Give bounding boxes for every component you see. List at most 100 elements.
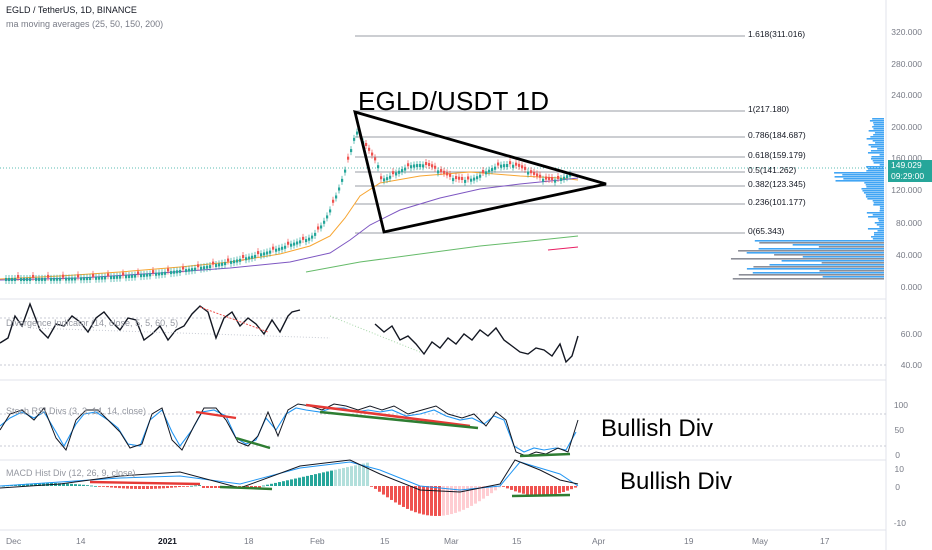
candle-body [314,233,316,236]
ma-legend[interactable]: ma moving averages (25, 50, 150, 200) [6,19,163,29]
macd-hist-bar [82,485,85,486]
volume-profile-bar [868,168,884,170]
macd-hist-bar [350,466,353,486]
volume-profile-bar [875,222,884,224]
candle-body [386,177,388,180]
candle-body [527,172,529,175]
candle-body [263,252,265,255]
macd-hist-bar [394,486,397,502]
candle-body [227,259,229,262]
volume-profile-bar [861,188,884,190]
candle-body [443,171,445,174]
symbol-header[interactable]: EGLD / TetherUS, 1D, BINANCE [6,5,137,15]
macd-hist-bar [142,486,145,489]
fib-label-0382: 0.382(123.345) [748,179,806,189]
macd-hist-bar [414,486,417,512]
stoch-rsi-label[interactable]: Stoch RSI Divs (3, 3, 14, 14, close) [6,406,146,416]
volume-profile-bar [747,252,884,254]
candle-body [254,255,256,258]
candle-body [371,153,373,156]
candle-body [137,271,139,274]
volume-profile-bar [877,224,884,226]
volume-profile-bar [819,270,884,272]
candle-body [458,177,460,180]
candle-body [281,247,283,250]
macd-hist-bar [338,469,341,486]
candle-body [491,168,493,171]
price-tick: 80.000 [896,218,922,228]
macd-hist-bar [322,472,325,486]
macd-hist-bar [546,486,549,496]
macd-hist-bar [310,475,313,486]
volume-profile-bar [871,146,884,148]
divergence-indicator-label[interactable]: Divergence Indicator (14, close, 5, 5, 6… [6,318,178,328]
candle-body [266,252,268,255]
candle-body [44,278,46,281]
volume-profile-bar [866,196,884,198]
time-tick: 15 [380,536,389,546]
time-tick: Mar [444,536,459,546]
macd-hist-bar [378,486,381,492]
macd-tick: 10 [895,464,904,474]
candle-body [5,278,7,281]
candle-body [419,164,421,167]
candle-body [512,165,514,168]
macd-hist-label[interactable]: MACD Hist Div (12, 26, 9, close) [6,468,136,478]
macd-hist-bar [574,486,577,488]
candle-body [449,174,451,177]
candle-body [59,278,61,281]
volume-profile-bar [874,124,884,126]
candle-body [224,262,226,265]
price-tick: 40.000 [896,250,922,260]
candle-body [26,278,28,281]
candle-body [296,241,298,244]
volume-profile-bar [866,170,884,172]
candle-body [413,164,415,167]
macd-hist-bar [402,486,405,507]
candle-body [68,278,70,281]
macd-hist-bar [554,486,557,494]
macd-bull-div-1 [220,487,272,489]
candle-body [155,273,157,276]
candle-body [62,275,64,278]
macd-hist-bar [158,486,161,489]
candle-body [191,268,193,271]
candle-body [17,275,19,278]
volume-profile-bar [864,182,884,184]
candle-body [215,264,217,267]
candle-body [182,267,184,270]
time-tick: 14 [76,536,85,546]
candle-body [179,270,181,273]
candle-body [521,165,523,168]
candle-body [395,172,397,175]
volume-profile-bar [869,144,884,146]
volume-profile-bar [874,234,884,236]
candle-body [257,251,259,254]
candle-body [14,278,16,281]
price-tick: 120.000 [891,185,922,195]
macd-hist-bar [374,486,377,489]
volume-profile-bar [868,216,884,218]
macd-hist-bar [566,486,569,491]
candle-body [320,225,322,228]
macd-hist-bar [138,486,141,489]
candle-body [146,274,148,277]
bar-countdown: 09:29:00 [891,171,932,182]
macd-hist-bar [274,483,277,486]
candle-body [416,164,418,167]
macd-hist-bar [66,484,69,486]
volume-profile-bar [782,260,884,262]
candle-body [71,277,73,280]
volume-profile-bar [873,160,884,162]
candle-body [353,138,355,141]
candle-body [56,278,58,281]
volume-profile-bar [880,164,884,166]
volume-profile-bar [803,256,884,258]
time-tick: Apr [592,536,605,546]
price-candles [5,129,571,284]
fib-label-0: 0(65.343) [748,226,784,236]
candle-body [74,277,76,280]
candle-body [566,175,568,178]
candle-body [218,263,220,266]
